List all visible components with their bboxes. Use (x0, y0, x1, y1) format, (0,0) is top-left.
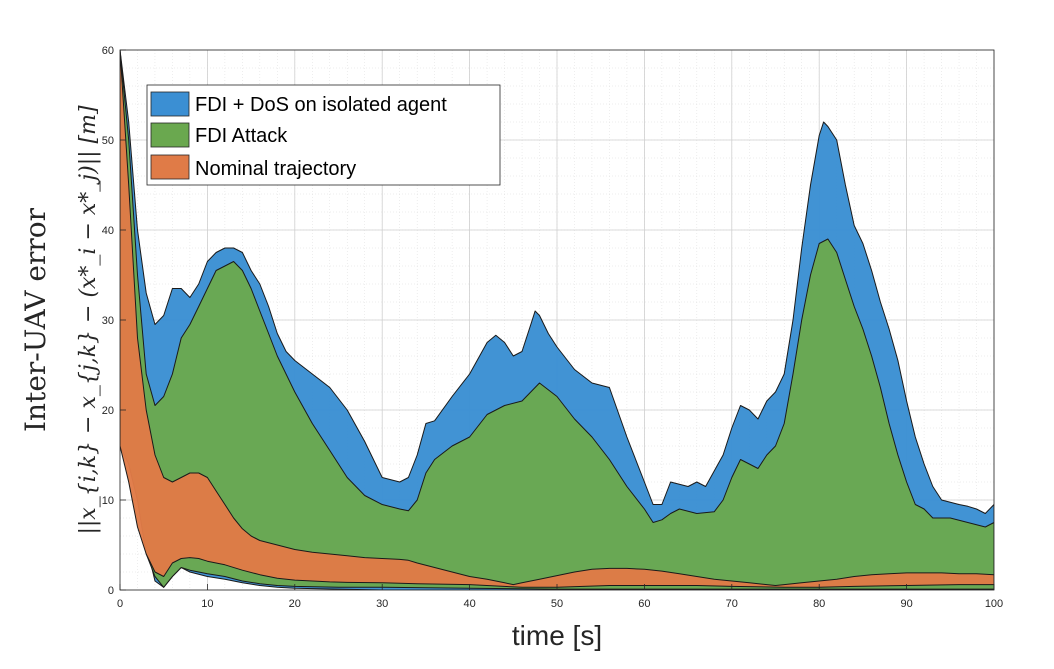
legend-label-fdi: FDI Attack (195, 125, 288, 147)
x-tick-label: 20 (289, 598, 301, 610)
legend-swatch-nominal (150, 154, 190, 180)
x-axis-label: time [s] (512, 620, 602, 651)
y-tick-label: 50 (102, 135, 114, 147)
y-tick-label: 60 (102, 45, 114, 57)
area-nominal (120, 50, 994, 588)
x-tick-label: 70 (726, 598, 738, 610)
x-tick-label: 80 (813, 598, 825, 610)
legend-box (146, 84, 501, 186)
x-tick-label: 60 (638, 598, 650, 610)
legend-swatch-fdi-dos (150, 91, 190, 117)
y-axis-label-line1: Inter-UAV error (19, 207, 52, 432)
x-tick-label: 10 (201, 598, 213, 610)
x-tick-label: 30 (376, 598, 388, 610)
x-tick-label: 100 (985, 598, 1003, 610)
legend: FDI + DoS on isolated agent FDI Attack N… (146, 84, 501, 186)
y-tick-label: 40 (102, 225, 114, 237)
legend-label-fdi-dos: FDI + DoS on isolated agent (195, 94, 447, 116)
x-tick-label: 40 (463, 598, 475, 610)
y-tick-label: 10 (102, 495, 114, 507)
y-tick-label: 30 (102, 315, 114, 327)
area-series-group (120, 50, 994, 590)
legend-label-nominal: Nominal trajectory (195, 158, 356, 180)
area-fdi (120, 50, 994, 590)
legend-swatch-fdi (150, 122, 190, 148)
x-tick-label: 0 (117, 598, 123, 610)
y-axis-label-line2: ||x_{i,k} − x_{j,k} − (x*_i − x*_j)|| [m… (76, 105, 101, 534)
x-axis-ticks: 0 10 20 30 40 50 60 70 80 90 100 (117, 584, 1003, 610)
y-tick-label: 20 (102, 405, 114, 417)
x-tick-label: 90 (900, 598, 912, 610)
y-axis-ticks: 0 10 20 30 40 50 60 (102, 45, 126, 597)
y-tick-label: 0 (108, 585, 114, 597)
x-tick-label: 50 (551, 598, 563, 610)
